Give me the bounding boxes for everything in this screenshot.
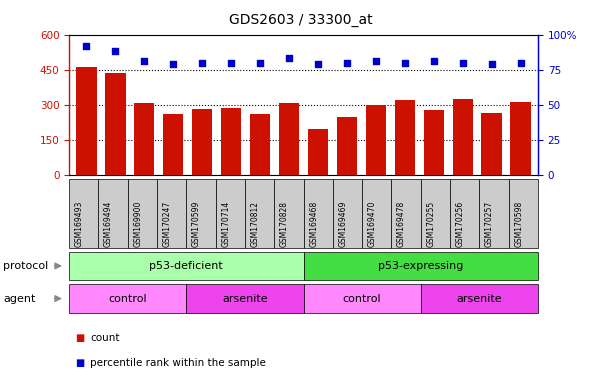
Bar [250,114,270,175]
Text: p53-expressing: p53-expressing [378,261,463,271]
Point [516,60,525,66]
Bar [308,129,328,175]
Bar [481,113,502,175]
Text: protocol: protocol [3,261,48,271]
Bar [192,109,212,175]
Point [371,58,380,64]
Point [168,61,178,67]
Text: arsenite: arsenite [457,293,502,304]
Text: ■: ■ [75,333,84,343]
Point [111,48,120,55]
Text: GSM170255: GSM170255 [426,200,435,247]
Text: GSM169478: GSM169478 [397,200,406,247]
Text: ■: ■ [75,358,84,368]
Text: count: count [90,333,120,343]
Text: p53-deficient: p53-deficient [150,261,223,271]
Point [487,61,496,67]
Text: GSM170714: GSM170714 [221,200,230,247]
Bar [424,110,444,175]
Point [284,55,294,61]
Text: GSM169468: GSM169468 [309,200,318,247]
Point [227,60,236,66]
Text: GSM170257: GSM170257 [485,200,494,247]
Text: arsenite: arsenite [222,293,267,304]
Text: GSM169493: GSM169493 [75,200,84,247]
Text: percentile rank within the sample: percentile rank within the sample [90,358,266,368]
Bar [76,67,97,175]
Text: GSM170599: GSM170599 [192,200,201,247]
Text: GSM169469: GSM169469 [338,200,347,247]
Bar [279,103,299,175]
Bar [453,99,473,175]
Point [458,60,468,66]
Point [400,60,410,66]
Point [82,43,91,49]
Point [429,58,439,64]
Text: GSM169494: GSM169494 [104,200,113,247]
Point [197,60,207,66]
Bar [105,73,126,175]
Text: GSM170828: GSM170828 [280,200,289,247]
Point [139,58,149,64]
Bar [395,101,415,175]
Text: GDS2603 / 33300_at: GDS2603 / 33300_at [229,13,372,27]
Text: control: control [108,293,147,304]
Bar [134,103,154,175]
Point [313,61,323,67]
Bar [366,104,386,175]
Bar [163,114,183,175]
Text: control: control [343,293,382,304]
Text: GSM170812: GSM170812 [251,200,260,247]
Text: GSM170598: GSM170598 [514,200,523,247]
Bar [221,108,241,175]
Point [255,60,265,66]
Text: GSM169900: GSM169900 [133,200,142,247]
Point [342,60,352,66]
Bar [337,117,357,175]
Text: GSM170256: GSM170256 [456,200,465,247]
Text: GSM170247: GSM170247 [163,200,172,247]
Bar [510,102,531,175]
Text: agent: agent [3,293,35,304]
Text: GSM169470: GSM169470 [368,200,377,247]
